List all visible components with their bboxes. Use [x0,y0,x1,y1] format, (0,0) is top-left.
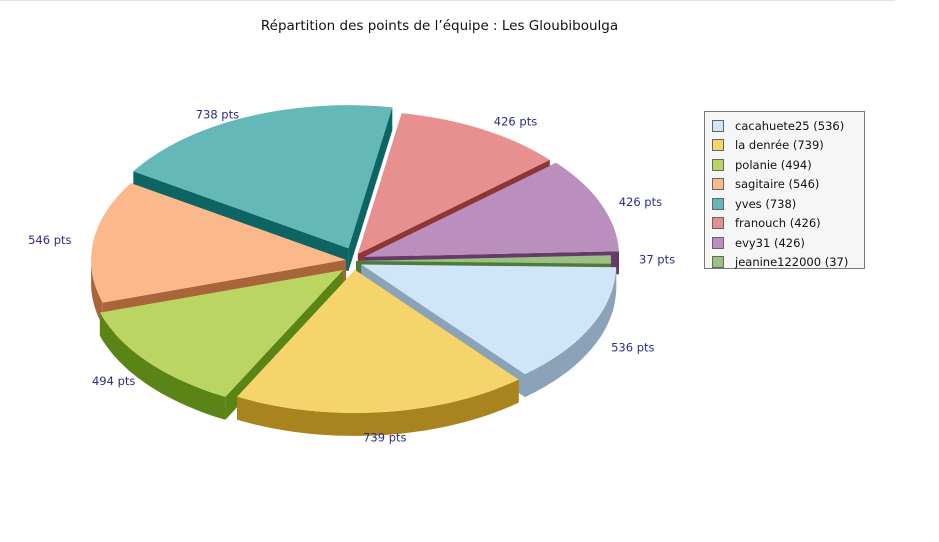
legend-item: sagitaire (546) [712,175,864,195]
legend-item: evy31 (426) [712,233,864,253]
slice-label-polanie: 494 pts [92,374,135,388]
legend-item: franouch (426) [712,214,864,234]
slice-evy31 [364,162,619,257]
slice-jeanine122000 [356,255,612,264]
slice-side-cacahuete25 [525,267,617,398]
top-divider [0,0,895,1]
legend-swatch [712,217,724,230]
slice-label-la-denrée: 739 pts [363,430,406,444]
legend-item: cacahuete25 (536) [712,116,864,136]
chart-legend: cacahuete25 (536) la denrée (739) polanie … [704,111,865,269]
slice-polanie [99,270,344,397]
legend-label: sagitaire (546) [735,177,820,192]
legend-label: yves (738) [735,196,797,211]
legend-swatch [712,197,724,210]
legend-label: cacahuete25 (536) [735,118,845,133]
slice-tops [91,105,619,413]
slice-side-la-denrée [237,379,519,436]
legend-swatch [712,158,724,171]
slice-cacahuete25 [361,264,617,375]
legend-label: jeanine122000 (37) [735,255,849,270]
legend-item: yves (738) [712,194,864,214]
slice-la-denrée [237,269,519,413]
legend-swatch [712,256,724,269]
slice-franouch [357,113,550,254]
legend-item: la denrée (739) [712,136,864,156]
slice-label-cacahuete25: 536 pts [611,340,654,354]
slice-label-evy31: 426 pts [619,195,662,209]
slice-label-sagitaire: 546 pts [28,233,71,247]
slice-yves [133,105,393,249]
legend-item: jeanine122000 (37) [712,253,864,273]
legend-swatch [712,236,724,249]
legend-label: evy31 (426) [735,235,805,250]
legend-label: la denrée (739) [735,138,824,153]
legend-swatch [712,119,724,132]
legend-swatch [712,178,724,191]
chart-title: Répartition des points de l’équipe : Les… [260,18,619,34]
slice-label-franouch: 426 pts [494,115,537,129]
slice-label-yves: 738 pts [196,108,239,122]
slice-side-polanie [99,312,226,420]
slice-face-yves-1 [348,107,393,272]
slice-sagitaire [91,183,347,303]
legend-swatch [712,139,724,152]
legend-item: polanie (494) [712,155,864,175]
legend-label: polanie (494) [735,157,812,172]
slice-label-jeanine122000: 37 pts [639,252,675,266]
legend-label: franouch (426) [735,216,821,231]
slice-labels: 536 pts 739 pts 494 pts 546 pts 738 pts 426 p… [28,108,675,445]
slice-side-sagitaire [91,259,103,326]
